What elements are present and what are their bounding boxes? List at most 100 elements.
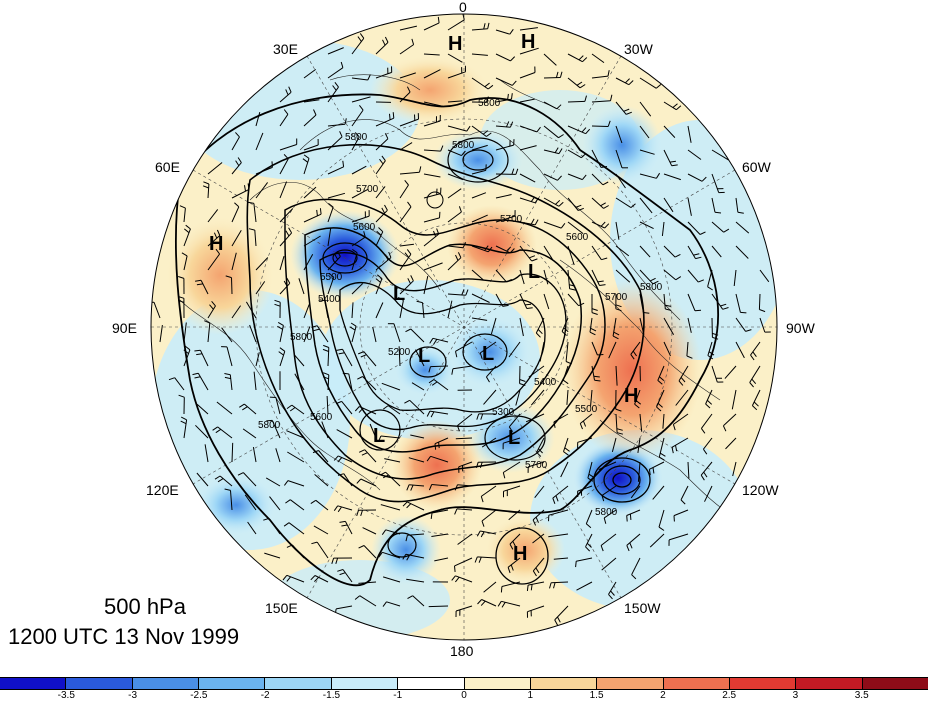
wind-barb-feather [357, 376, 363, 380]
wind-barb [598, 461, 617, 471]
contour-labels: 5800 5800 5800 5700 5700 5600 5600 5500 … [258, 98, 663, 518]
wind-barb-feather [582, 420, 587, 427]
wind-barb [458, 461, 473, 468]
wind-barb [508, 341, 521, 358]
wind-barb-feather [507, 93, 509, 100]
wind-barb [226, 346, 233, 367]
wind-barb-feather [674, 253, 681, 258]
wind-barb [535, 317, 545, 334]
wind-barb [407, 533, 425, 536]
wind-barb [231, 136, 240, 151]
wind-barb-feather [737, 211, 744, 214]
wind-barb-feather [723, 228, 730, 233]
wind-barb-feather [699, 231, 706, 235]
wind-barb-feather [706, 399, 713, 405]
wind-barb-feather [506, 246, 512, 252]
wind-barb-feather [752, 405, 758, 411]
wind-barb-feather [235, 160, 240, 166]
wind-barb-feather [379, 158, 384, 165]
wind-barb [399, 300, 404, 319]
wind-barb-feather [179, 205, 186, 209]
wind-barb-feather [288, 227, 293, 234]
wind-barb [543, 221, 562, 229]
wind-barb-feather [603, 517, 607, 524]
wind-barb-feather [612, 335, 619, 340]
wind-barb-feather [487, 246, 493, 253]
wind-barb-feather [360, 509, 363, 517]
wind-barb-feather [334, 254, 339, 260]
wind-barb-feather [215, 428, 222, 434]
wind-barb [639, 245, 651, 258]
wind-barb-feather [554, 147, 559, 153]
wind-barb [399, 44, 414, 55]
wind-barb [230, 490, 233, 511]
wind-barb-feather [303, 154, 310, 159]
wind-barb [471, 144, 488, 151]
wind-barb-feather [357, 36, 362, 42]
colorbar-swatch [530, 678, 598, 689]
colorbar-tick-label: 3.5 [854, 690, 869, 701]
wind-barb [447, 173, 464, 181]
wind-barb-feather [404, 399, 410, 404]
wind-barb-feather [178, 296, 185, 299]
wind-barb [567, 100, 585, 103]
wind-barb [253, 371, 257, 391]
wind-barb-feather [665, 308, 672, 311]
wind-barb-feather [483, 350, 486, 357]
wind-barb [447, 100, 463, 103]
wind-barb-feather [178, 300, 185, 303]
wind-barb-feather [405, 328, 412, 333]
wind-barb [430, 365, 449, 368]
wind-barb [553, 557, 569, 560]
wind-barb-feather [462, 14, 465, 20]
wind-barb [398, 346, 401, 367]
wind-barb [528, 365, 545, 378]
wind-barb [495, 245, 511, 254]
map-boundary [150, 13, 778, 641]
wind-barb [587, 461, 593, 479]
wind-barb [732, 461, 737, 477]
wind-barb-feather [465, 289, 469, 296]
wind-barb-feather [380, 471, 386, 476]
wind-barb [183, 419, 188, 439]
wind-barb [364, 449, 377, 463]
wind-barb [360, 478, 377, 487]
wind-barb [527, 605, 545, 613]
wind-barb-feather [331, 557, 335, 564]
wind-barb [471, 53, 488, 56]
shaded-anomaly-field [151, 14, 777, 640]
wind-barb-feather [313, 109, 317, 116]
wind-barb-feather [239, 403, 245, 408]
wind-barb [286, 430, 305, 439]
wind-barb-feather [563, 327, 569, 333]
wind-barb [229, 374, 233, 391]
wind-barb [735, 197, 739, 213]
wind-barb [412, 595, 425, 607]
wind-barb-feather [482, 130, 489, 135]
wind-barb-feather [438, 442, 440, 449]
colorbar-swatch [597, 678, 664, 689]
wind-barb [386, 601, 401, 607]
wind-barb-feather [382, 39, 386, 46]
wind-barb-feather [626, 545, 630, 552]
wind-barb [495, 98, 512, 103]
wind-barb-feather [332, 85, 337, 91]
wind-barb [399, 253, 412, 271]
wind-barb [255, 166, 273, 175]
longitude-label: 90W [786, 320, 815, 336]
wind-barb [567, 53, 583, 63]
wind-barb [680, 485, 689, 501]
wind-barb-feather [664, 304, 671, 307]
wind-barb [663, 317, 675, 335]
wind-barb-feather [310, 499, 317, 505]
wind-barb [562, 365, 569, 381]
wind-barb-feather [378, 227, 384, 233]
wind-barb [471, 192, 487, 199]
wind-barb-feather [659, 456, 665, 461]
wind-barb-feather [616, 432, 624, 435]
wind-barb-feather [565, 361, 572, 365]
wind-barb-feather [585, 523, 592, 529]
wind-barb-feather [410, 484, 414, 491]
wind-barb-feather [530, 196, 536, 202]
wind-barb [244, 403, 257, 415]
